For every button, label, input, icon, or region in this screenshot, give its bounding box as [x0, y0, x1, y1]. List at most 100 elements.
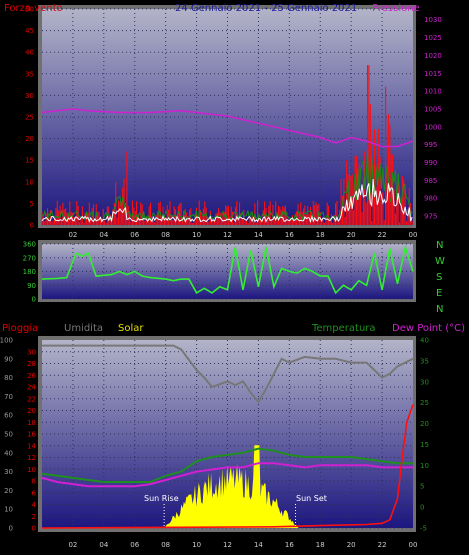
lower-x-tick: 14 [254, 541, 263, 549]
temp-y-tick: 10 [420, 462, 429, 470]
wind-y-tick: 0 [30, 222, 34, 230]
lower-x-tick: 22 [378, 541, 387, 549]
wind-y-tick: 50 [25, 6, 34, 14]
temp-y-tick: -5 [420, 525, 427, 533]
humidity-y-tick: 0 [9, 525, 13, 533]
wind-y-tick: 5 [30, 200, 34, 208]
humidity-y-tick: 90 [4, 355, 13, 363]
pressure-y-tick: 1020 [424, 52, 442, 60]
rain-y-tick: 4 [32, 501, 37, 509]
direction-y-tick: 180 [23, 268, 36, 276]
humidity-y-tick: 20 [4, 487, 13, 495]
wind-x-tick: 18 [316, 231, 325, 239]
pressure-y-tick: 985 [424, 177, 437, 185]
temp-y-tick: 5 [420, 483, 424, 491]
direction-y-tick: 0 [32, 296, 36, 304]
wind-y-tick: 20 [25, 135, 34, 143]
direction-y-tick: 360 [23, 241, 36, 249]
direction-y-tick: 90 [27, 282, 36, 290]
legend-dewpoint: Dew Point (°C) [392, 323, 465, 334]
rain-y-tick: 8 [32, 478, 36, 486]
pressure-y-tick: 995 [424, 141, 437, 149]
date-range: 24 Gennaio 2021 - 25 Gennaio 2021 [175, 3, 357, 14]
rain-y-tick: 18 [27, 419, 36, 427]
pressure-y-tick: 1025 [424, 34, 442, 42]
temperature-line [41, 447, 413, 483]
temp-y-tick: 20 [420, 420, 429, 428]
rain-y-tick: 24 [27, 384, 36, 392]
legend-rain: Pioggia [2, 323, 38, 334]
rain-y-tick: 10 [27, 466, 36, 474]
rain-y-tick: 20 [27, 407, 36, 415]
rain-y-tick: 0 [32, 525, 36, 533]
compass-e: E [436, 288, 442, 299]
pressure-y-tick: 1000 [424, 123, 442, 131]
wind-y-tick: 40 [25, 49, 34, 57]
rain-y-tick: 12 [27, 454, 36, 462]
wind-x-tick: 02 [68, 231, 77, 239]
sun-markers [163, 504, 297, 528]
humidity-y-tick: 10 [4, 506, 13, 514]
temp-y-tick: 40 [420, 337, 429, 345]
grid-lines [42, 8, 413, 529]
wind-y-tick: 45 [25, 27, 34, 35]
wind-y-tick: 25 [25, 114, 34, 122]
pressure-y-tick: 990 [424, 159, 437, 167]
rain-y-tick: 6 [32, 489, 37, 497]
pressure-line [41, 108, 414, 148]
lower-x-tick: 04 [99, 541, 108, 549]
wind-x-tick: 00 [409, 231, 418, 239]
pressure-y-tick: 1010 [424, 88, 442, 96]
rain-y-tick: 14 [27, 442, 36, 450]
lower-x-tick: 06 [130, 541, 139, 549]
lower-x-tick: 08 [161, 541, 170, 549]
humidity-y-tick: 80 [4, 374, 13, 382]
temp-y-tick: 0 [420, 504, 424, 512]
lower-x-tick: 18 [316, 541, 325, 549]
lower-x-tick: 20 [347, 541, 356, 549]
rain-y-tick: 26 [27, 372, 36, 380]
pressure-y-tick: 1015 [424, 70, 442, 78]
temp-y-tick: 30 [420, 378, 429, 386]
dewpoint-line [41, 462, 413, 488]
temp-y-tick: 15 [420, 441, 429, 449]
humidity-y-tick: 60 [4, 412, 13, 420]
wind-y-tick: 10 [25, 178, 34, 186]
legend-temperature: Temperatura [311, 323, 376, 334]
legend-solar: Solar [118, 323, 144, 334]
lower-x-tick: 12 [223, 541, 232, 549]
rain-line [41, 404, 414, 529]
pressure-y-tick: 980 [424, 195, 437, 203]
wind-y-tick: 30 [25, 92, 34, 100]
wind-x-tick: 22 [378, 231, 387, 239]
rain-y-tick: 2 [32, 513, 36, 521]
compass-w: W [435, 256, 445, 267]
humidity-y-tick: 50 [4, 431, 13, 439]
wind-x-tick: 12 [223, 231, 232, 239]
compass-s: S [436, 272, 442, 283]
temp-y-tick: 35 [420, 357, 429, 365]
lower-x-tick: 02 [68, 541, 77, 549]
pressure-y-tick: 1005 [424, 105, 442, 113]
pressure-y-tick: 975 [424, 213, 437, 221]
solar-area [164, 445, 299, 528]
compass-n-top: N [436, 240, 443, 251]
wind-x-tick: 16 [285, 231, 294, 239]
humidity-y-tick: 30 [4, 468, 13, 476]
wind-y-tick: 35 [25, 70, 34, 78]
lower-x-tick: 00 [409, 541, 418, 549]
pressure-y-tick: 1030 [424, 16, 442, 24]
humidity-line [42, 344, 414, 404]
wind-x-tick: 04 [99, 231, 108, 239]
compass-labels: N W S E N [435, 240, 445, 315]
rain-y-tick: 28 [27, 360, 36, 368]
lower-x-tick: 10 [192, 541, 201, 549]
legend-humidity: Umidita [64, 323, 103, 334]
compass-n-bottom: N [436, 304, 443, 315]
wind-x-tick: 08 [161, 231, 170, 239]
humidity-y-tick: 40 [4, 449, 13, 457]
wind-average-line [41, 178, 413, 224]
temp-y-tick: 25 [420, 399, 429, 407]
wind-label: Forza vento [4, 3, 63, 14]
